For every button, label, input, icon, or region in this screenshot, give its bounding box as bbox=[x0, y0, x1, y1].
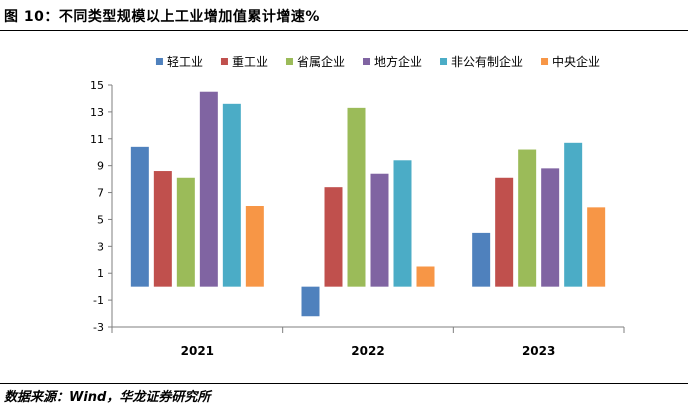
bar-重工业-2022 bbox=[324, 187, 343, 287]
legend-swatch bbox=[541, 58, 549, 65]
legend-swatch bbox=[220, 58, 228, 65]
legend-label: 省属企业 bbox=[297, 54, 345, 69]
bar-地方企业-2022 bbox=[370, 173, 389, 287]
y-tick-label: 15 bbox=[90, 79, 104, 92]
legend-item-省属企业: 省属企业 bbox=[285, 54, 345, 69]
legend-item-地方企业: 地方企业 bbox=[363, 54, 422, 69]
y-tick-label: 5 bbox=[97, 213, 104, 226]
bar-省属企业-2021 bbox=[176, 177, 195, 287]
bottom-rule bbox=[0, 383, 688, 384]
x-tick-label-2022: 2022 bbox=[351, 344, 384, 358]
chart-legend: 轻工业 重工业 省属企业 地方企业 非公有制企业 中央企业 bbox=[155, 54, 600, 69]
legend-label: 重工业 bbox=[232, 55, 268, 69]
legend-label: 地方企业 bbox=[374, 54, 422, 69]
legend-item-轻工业: 轻工业 bbox=[155, 55, 203, 69]
source-note: 数据来源：Wind，华龙证券研究所 bbox=[4, 390, 211, 405]
bars bbox=[130, 91, 606, 317]
bar-中央企业-2021 bbox=[245, 206, 264, 287]
legend-item-重工业: 重工业 bbox=[220, 55, 268, 69]
bar-省属企业-2022 bbox=[347, 107, 366, 287]
legend-item-中央企业: 中央企业 bbox=[541, 54, 600, 69]
y-tick-label: 1 bbox=[97, 267, 104, 280]
bar-中央企业-2023 bbox=[587, 207, 606, 287]
legend-swatch bbox=[285, 58, 293, 65]
bar-地方企业-2021 bbox=[199, 91, 218, 287]
bar-重工业-2021 bbox=[153, 171, 172, 287]
legend-label: 轻工业 bbox=[167, 55, 203, 69]
y-tick-label: 9 bbox=[97, 160, 104, 173]
bar-轻工业-2022 bbox=[301, 286, 320, 317]
bar-地方企业-2023 bbox=[541, 168, 560, 287]
legend-label: 中央企业 bbox=[552, 54, 600, 69]
y-tick-label: -3 bbox=[93, 321, 104, 334]
bar-非公有制企业-2022 bbox=[393, 160, 412, 287]
bar-中央企业-2022 bbox=[416, 266, 435, 287]
bar-轻工业-2023 bbox=[472, 232, 491, 287]
x-tick-label-2023: 2023 bbox=[522, 344, 555, 358]
x-tick-label-2021: 2021 bbox=[181, 344, 214, 358]
y-tick-label: 7 bbox=[97, 187, 104, 200]
bar-省属企业-2023 bbox=[518, 149, 537, 287]
x-axis: 2021 2022 2023 bbox=[111, 326, 625, 358]
legend-item-非公有制企业: 非公有制企业 bbox=[440, 54, 523, 69]
y-tick-label: 11 bbox=[90, 133, 104, 146]
legend-swatch bbox=[363, 58, 370, 65]
bar-非公有制企业-2021 bbox=[222, 103, 241, 287]
legend-label: 非公有制企业 bbox=[451, 54, 523, 69]
y-tick-label: -1 bbox=[93, 294, 104, 307]
legend-swatch bbox=[440, 58, 448, 65]
bar-轻工业-2021 bbox=[130, 146, 149, 287]
legend-swatch bbox=[155, 58, 163, 65]
y-tick-label: 3 bbox=[97, 240, 104, 253]
figure-title: 图 10：不同类型规模以上工业增加值累计增速% bbox=[4, 9, 320, 25]
y-tick-label: 13 bbox=[90, 106, 104, 119]
top-rule bbox=[0, 30, 688, 31]
bar-重工业-2023 bbox=[495, 177, 514, 287]
bar-非公有制企业-2023 bbox=[564, 142, 583, 287]
